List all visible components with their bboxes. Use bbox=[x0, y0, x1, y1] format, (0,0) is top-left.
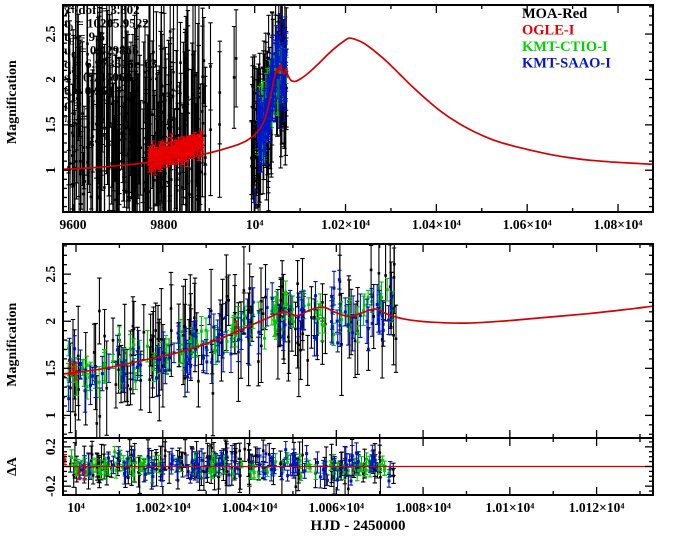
x-tick-label: 1.004×10⁴ bbox=[222, 500, 278, 515]
y-tick-label: 1 bbox=[43, 167, 58, 174]
x-tick-label: 9800 bbox=[150, 217, 177, 232]
y-tick-label: 2.5 bbox=[43, 25, 58, 42]
x-tick-label: 1.006×10⁴ bbox=[308, 500, 364, 515]
x-tick-label: 1.002×10⁴ bbox=[135, 500, 191, 515]
model-curve-top bbox=[64, 37, 652, 171]
x-tick-label: 9600 bbox=[59, 217, 86, 232]
ticks-residual bbox=[63, 438, 653, 495]
scatter-kmt-saao bbox=[66, 269, 395, 413]
panel-bottom: 1 1.5 2 2.5 Magnification bbox=[5, 243, 654, 439]
legend-entry: OGLE-I bbox=[522, 23, 575, 39]
ticks-top bbox=[63, 5, 653, 212]
legend-entry: KMT-CTIO-I bbox=[522, 39, 608, 55]
x-tick-label: 1.06×10⁴ bbox=[503, 217, 552, 232]
x-tick-label: 1.012×10⁴ bbox=[569, 500, 625, 515]
x-tick-label: 1.02×10⁴ bbox=[321, 217, 370, 232]
model-curve-bottom bbox=[64, 305, 652, 375]
scatter-ogle-baseline bbox=[147, 130, 205, 176]
y-tick-label: 1 bbox=[43, 412, 58, 419]
scatter-moa-sparse bbox=[208, 22, 222, 198]
scatter-moa-sparse2 bbox=[231, 9, 239, 129]
x-tick-label: 1.08×10⁴ bbox=[594, 217, 643, 232]
x-tick-label: 10⁴ bbox=[246, 217, 264, 232]
y-tick-label: 2.5 bbox=[43, 265, 58, 282]
panel-border-top bbox=[62, 4, 654, 213]
x-axis-title: HJD - 2450000 bbox=[310, 518, 406, 534]
y-axis-title-bottom: Magnification bbox=[5, 303, 20, 387]
y-tick-label: 1.5 bbox=[43, 116, 58, 133]
scatter-moa-baseline bbox=[66, 6, 208, 211]
y-tick-label: 0.2 bbox=[43, 438, 58, 455]
y-tick-label: 1.5 bbox=[43, 360, 58, 377]
param-line: ρ = bbox=[64, 97, 82, 112]
ticks-bottom bbox=[63, 244, 653, 438]
scatter-moa bbox=[64, 245, 399, 437]
x-tick-label: 1.04×10⁴ bbox=[412, 217, 461, 232]
y-axis-title-top: Magnification bbox=[5, 60, 20, 144]
legend-entry: KMT-SAAO-I bbox=[522, 56, 611, 72]
y-axis-title-residual: ΔA bbox=[5, 456, 20, 476]
y-tick-label: 2 bbox=[43, 76, 58, 83]
x-tick-label: 1.008×10⁴ bbox=[395, 500, 451, 515]
y-tick-label: 2 bbox=[43, 318, 58, 325]
legend-entry: MOA-Red bbox=[522, 6, 587, 22]
x-tick-label: 1.01×10⁴ bbox=[485, 500, 534, 515]
x-tick-label: 10⁴ bbox=[67, 500, 85, 515]
y-tick-label: -0.2 bbox=[43, 475, 58, 497]
scatter-kmt-ctio bbox=[66, 277, 395, 400]
panel-residual: 10⁴ 1.002×10⁴ 1.004×10⁴ 1.006×10⁴ 1.008×10⁴ 1… bbox=[5, 437, 654, 515]
